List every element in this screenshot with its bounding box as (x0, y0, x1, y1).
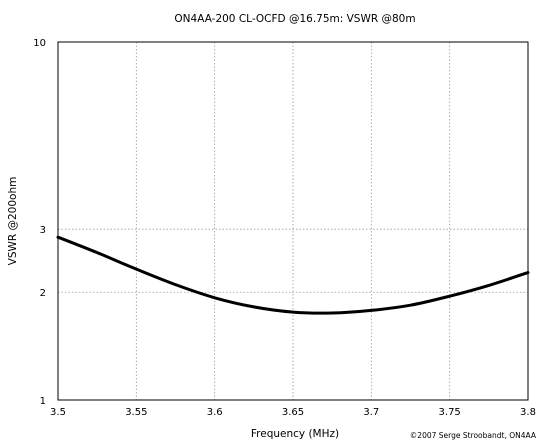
x-tick-label: 3.8 (520, 407, 536, 418)
chart-title: ON4AA-200 CL-OCFD @16.75m: VSWR @80m (174, 13, 415, 25)
vswr-series-line (56, 235, 530, 315)
x-tick-labels: 3.5 3.55 3.6 3.65 3.7 3.75 3.8 (50, 407, 536, 418)
x-tick-label: 3.75 (439, 407, 461, 418)
y-tick-label: 2 (40, 288, 46, 299)
grid (58, 42, 528, 400)
y-tick-label: 10 (33, 38, 46, 49)
x-tick-label: 3.65 (282, 407, 304, 418)
x-tick-label: 3.7 (363, 407, 379, 418)
x-tick-label: 3.5 (50, 407, 66, 418)
curve-group (56, 235, 530, 315)
y-tick-label: 1 (40, 396, 46, 407)
y-axis-title: VSWR @200ohm (7, 177, 19, 266)
plot-frame (57, 41, 529, 401)
copyright-text: ©2007 Serge Stroobandt, ON4AA (410, 431, 537, 440)
x-tick-label: 3.6 (207, 407, 223, 418)
x-axis-title: Frequency (MHz) (251, 428, 339, 440)
y-tick-label: 3 (40, 225, 46, 236)
x-tick-label: 3.55 (125, 407, 147, 418)
y-tick-labels: 1 2 3 10 (33, 38, 46, 407)
